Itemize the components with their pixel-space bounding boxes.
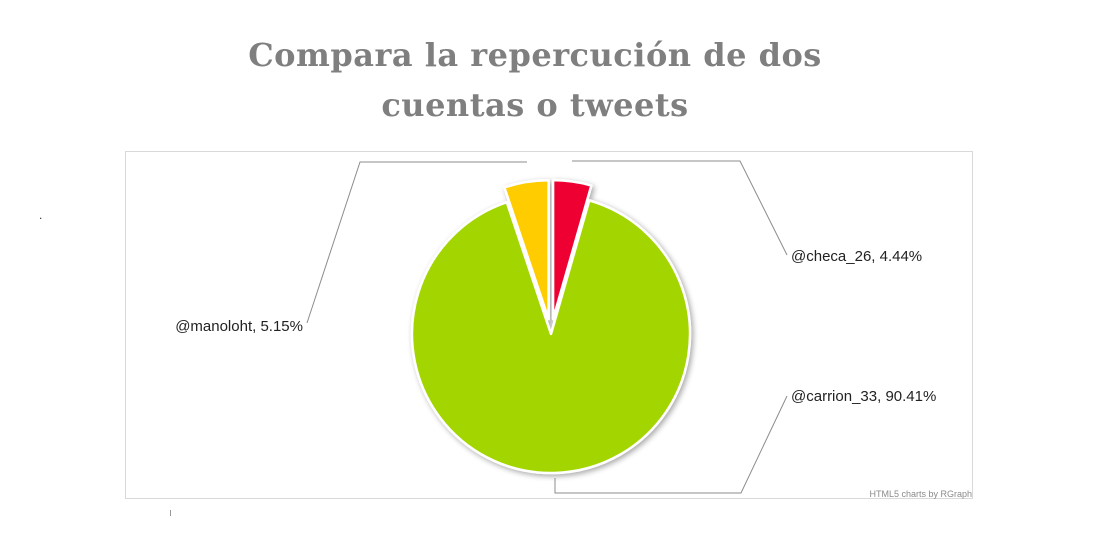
label-stick-checa26 bbox=[572, 160, 788, 256]
pie-slice-checa26 bbox=[551, 178, 593, 321]
stray-dot: . bbox=[39, 208, 43, 222]
stray-tick bbox=[170, 510, 171, 516]
page-title-line-1: Compara la repercución de dos bbox=[248, 36, 822, 74]
page-title-line-2: cuentas o tweets bbox=[381, 86, 689, 124]
pie-slice-manoloht bbox=[503, 178, 550, 321]
slice-label-checa26: @checa_26, 4.44% bbox=[791, 248, 922, 265]
label-stick-carrion33 bbox=[554, 395, 788, 494]
label-stick-manoloht bbox=[306, 161, 527, 324]
slice-label-manoloht: @manoloht, 5.15% bbox=[175, 318, 303, 335]
slice-label-carrion33: @carrion_33, 90.41% bbox=[791, 388, 936, 405]
chart-credit: HTML5 charts by RGraph bbox=[869, 489, 972, 499]
page-title: Compara la repercución de dos cuentas o … bbox=[170, 30, 900, 130]
pie-slice-carrion33 bbox=[410, 199, 692, 475]
